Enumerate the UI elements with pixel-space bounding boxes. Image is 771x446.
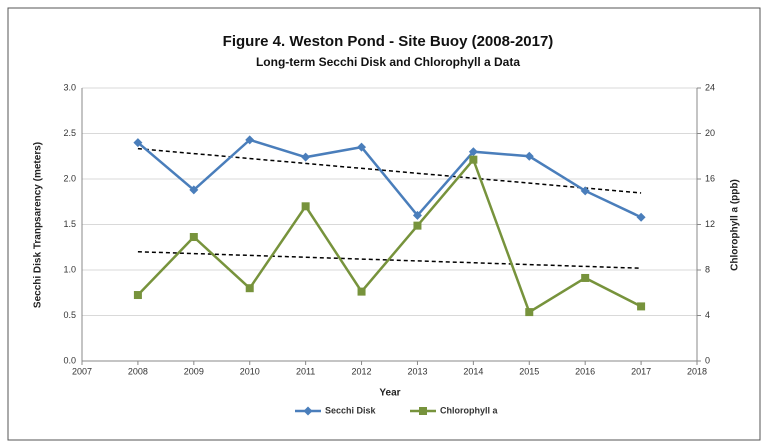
series-line: [137, 157, 642, 314]
series-line: [137, 138, 642, 219]
x-tick-label: 2007: [72, 366, 92, 376]
marker: [469, 155, 478, 164]
marker: [581, 273, 590, 282]
x-tick-label: 2015: [519, 366, 539, 376]
y-tick-label: 2.5: [63, 128, 76, 138]
x-axis-label: Year: [379, 388, 400, 399]
marker: [637, 302, 646, 311]
marker: [357, 287, 366, 296]
y2-axis-label: Chlorophyll a (ppb): [730, 179, 741, 271]
x-tick-label: 2013: [407, 366, 427, 376]
x-tick-label: 2010: [240, 366, 260, 376]
y-tick-label: 3.0: [63, 82, 76, 92]
marker: [189, 185, 199, 195]
y2-tick-label: 12: [705, 219, 715, 229]
y-axis-label: Secchi Disk Tranpsarency (meters): [33, 142, 44, 308]
x-tick-label: 2008: [128, 366, 148, 376]
marker: [301, 202, 310, 211]
y-tick-label: 0.0: [63, 355, 76, 365]
marker: [133, 138, 143, 148]
x-tick-label: 2012: [352, 366, 372, 376]
chart-title: Figure 4. Weston Pond - Site Buoy (2008-…: [223, 33, 554, 50]
x-tick-label: 2016: [575, 366, 595, 376]
y2-tick-label: 16: [705, 173, 715, 183]
x-tick-label: 2009: [184, 366, 204, 376]
x-tick-label: 2014: [463, 366, 483, 376]
marker: [525, 308, 534, 317]
legend-label: Chlorophyll a: [440, 405, 498, 415]
x-tick-label: 2017: [631, 366, 651, 376]
y2-tick-label: 20: [705, 128, 715, 138]
legend-marker: [419, 407, 427, 415]
y-tick-label: 0.5: [63, 310, 76, 320]
legend-marker: [303, 406, 313, 416]
marker: [412, 210, 422, 220]
marker: [636, 212, 646, 222]
x-tick-label: 2011: [296, 366, 315, 376]
y-tick-label: 2.0: [63, 173, 76, 183]
marker: [189, 233, 198, 242]
y-tick-label: 1.5: [63, 219, 76, 229]
marker: [301, 152, 311, 162]
marker: [524, 151, 534, 161]
x-tick-label: 2018: [687, 366, 707, 376]
y2-tick-label: 0: [705, 355, 710, 365]
y2-tick-label: 24: [705, 82, 715, 92]
y2-tick-label: 4: [705, 310, 710, 320]
marker: [133, 291, 142, 300]
marker: [245, 284, 254, 293]
y2-tick-label: 8: [705, 264, 710, 274]
marker: [580, 186, 590, 196]
marker: [468, 147, 478, 157]
chart-subtitle: Long-term Secchi Disk and Chlorophyll a …: [256, 55, 520, 69]
marker: [357, 142, 367, 152]
legend-label: Secchi Disk: [325, 405, 377, 415]
marker: [245, 135, 255, 145]
trendline: [137, 147, 642, 194]
marker: [413, 221, 422, 230]
y-tick-label: 1.0: [63, 264, 76, 274]
